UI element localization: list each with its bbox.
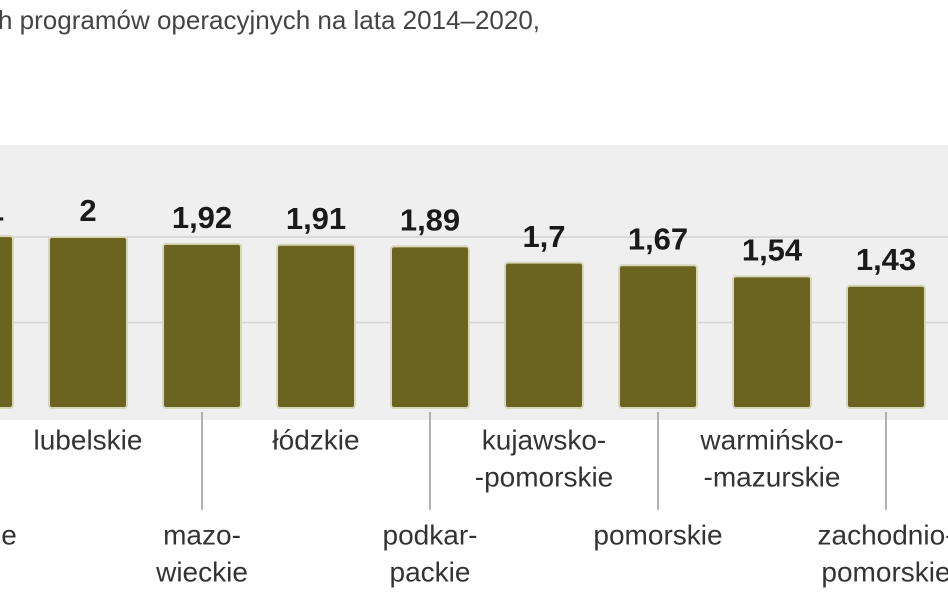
bar xyxy=(846,284,926,409)
value-label: 1,7 xyxy=(522,219,565,254)
category-label: pomorskie xyxy=(593,519,722,550)
bar xyxy=(276,243,356,409)
category-label: packie xyxy=(390,556,471,587)
category-label: kujawsko- xyxy=(482,424,606,455)
value-label: 1,54 xyxy=(742,233,803,268)
chart-subtitle: h programów operacyjnych na lata 2014–20… xyxy=(0,5,540,35)
value-label: 1,92 xyxy=(172,200,232,235)
category-label: warmińsko- xyxy=(699,424,843,455)
category-label: podkar- xyxy=(383,519,478,550)
category-label: wieckie xyxy=(155,556,248,587)
value-label: 2 xyxy=(79,193,96,228)
category-label: -pomorskie xyxy=(475,461,613,492)
bar xyxy=(504,261,584,409)
category-label: śląskie xyxy=(0,519,17,550)
value-label: 1,91 xyxy=(286,201,346,236)
bar xyxy=(48,236,128,409)
value-label: 1,67 xyxy=(628,221,688,256)
value-label: 1,43 xyxy=(856,242,916,277)
category-label: łódzkie xyxy=(272,424,359,455)
bar xyxy=(732,275,812,409)
value-label: 1,89 xyxy=(400,203,460,238)
category-label: pomorskie xyxy=(821,556,948,587)
bar xyxy=(390,245,470,409)
category-label: zachodnio- xyxy=(818,519,948,550)
value-label: 2,01 xyxy=(0,192,4,227)
category-label: mazo- xyxy=(163,519,241,550)
category-label: -mazurskie xyxy=(704,461,841,492)
bar xyxy=(618,264,698,409)
category-label: lubelskie xyxy=(34,424,143,455)
bar xyxy=(0,235,14,409)
bar xyxy=(162,242,242,409)
